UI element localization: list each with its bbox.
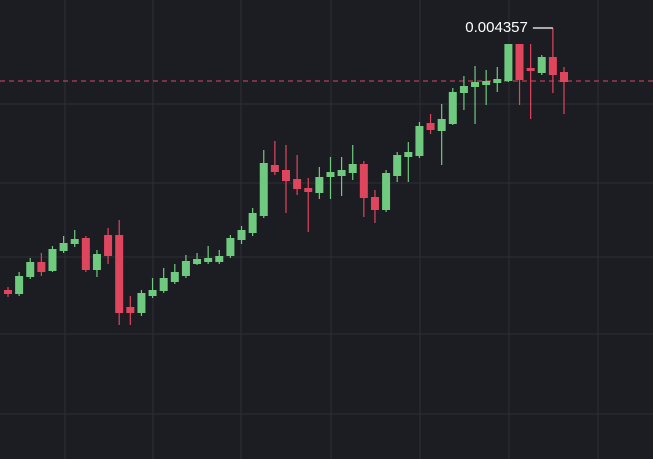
candle-body: [548, 57, 557, 75]
candle-body: [181, 261, 190, 276]
candle-body: [304, 188, 313, 192]
candle-body: [370, 197, 379, 210]
candle-body: [282, 170, 290, 181]
candle-body: [448, 92, 457, 124]
candle-body: [459, 86, 468, 93]
candle-body: [315, 177, 324, 193]
candle-body: [170, 272, 179, 282]
candle-body: [426, 123, 435, 130]
candle-body: [148, 290, 157, 296]
candle-body: [504, 44, 513, 81]
candle-body: [70, 239, 79, 244]
candle-body: [104, 235, 113, 256]
candle-body: [359, 164, 368, 198]
candle-body: [560, 72, 568, 82]
candle-body: [237, 230, 246, 240]
candle-body: [437, 119, 446, 131]
candle-body: [259, 163, 268, 216]
candle-body: [115, 235, 124, 313]
candle-body: [92, 254, 101, 270]
candle-body: [137, 293, 146, 313]
candle-body: [482, 81, 491, 85]
candle-body: [293, 179, 302, 189]
candle-body: [26, 262, 35, 277]
candle-body: [215, 256, 224, 262]
candle-body: [526, 68, 535, 71]
candle-body: [415, 126, 424, 156]
candle-body: [326, 172, 335, 177]
candle-body: [393, 155, 402, 176]
candle-body: [226, 238, 235, 256]
high-label: 0.004357: [465, 19, 528, 36]
candle-body: [537, 57, 546, 73]
candle-body: [81, 238, 90, 270]
candle-body: [404, 152, 413, 157]
candle-body: [59, 243, 68, 251]
candle-body: [515, 44, 524, 80]
candle-body: [471, 82, 480, 87]
candle-body: [37, 262, 46, 272]
candle-body: [493, 79, 502, 83]
candle-body: [48, 249, 57, 271]
candle-body: [15, 276, 24, 294]
candle-body: [4, 290, 12, 294]
candle-body: [382, 173, 391, 210]
candle-body: [348, 164, 357, 173]
candle-body: [193, 259, 202, 264]
candle-body: [159, 278, 168, 291]
candle-body: [204, 258, 213, 262]
candle-body: [337, 170, 346, 176]
candle-body: [248, 213, 257, 233]
candle-body: [270, 165, 279, 172]
candle-body: [126, 307, 135, 313]
